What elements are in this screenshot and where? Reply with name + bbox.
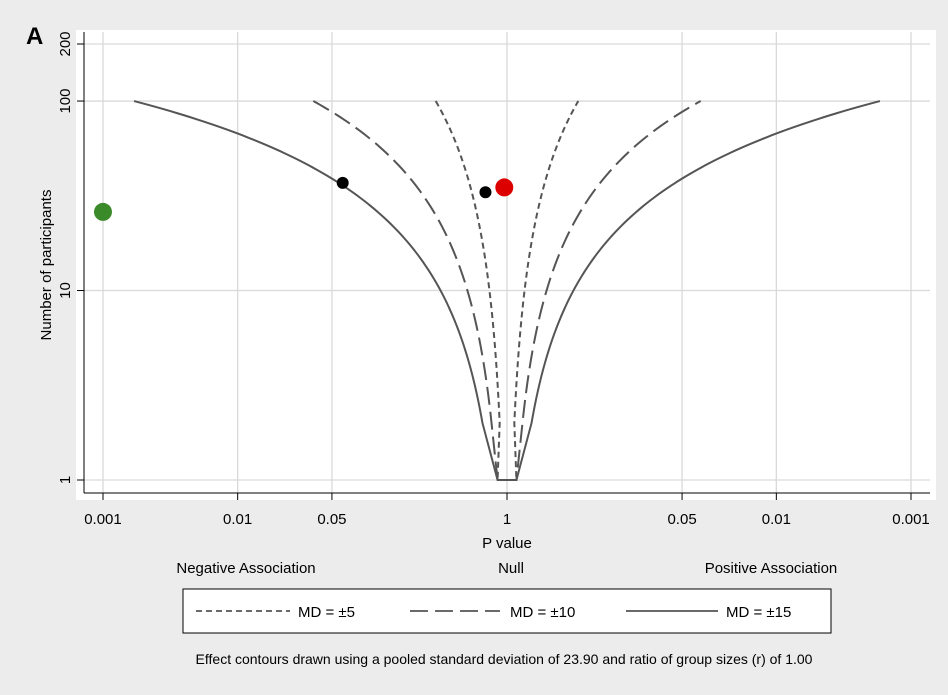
legend-box bbox=[182, 588, 832, 634]
data-point-green bbox=[93, 202, 112, 221]
contours bbox=[133, 100, 881, 481]
y-tick-label: 10 bbox=[57, 282, 74, 299]
legend-label-md10: MD = ±10 bbox=[510, 604, 575, 621]
contour-md-5 bbox=[434, 100, 580, 481]
direction-label-negative: Negative Association bbox=[176, 560, 315, 577]
caption: Effect contours drawn using a pooled sta… bbox=[196, 651, 813, 667]
direction-label-positive: Positive Association bbox=[705, 560, 838, 577]
y-axis-title: Number of participants bbox=[38, 190, 55, 341]
x-tick-label: 1 bbox=[503, 511, 511, 528]
y-tick-label: 1 bbox=[57, 476, 74, 484]
data-point-red bbox=[495, 178, 514, 197]
data-point-black bbox=[479, 186, 492, 199]
x-tick-label: 0.05 bbox=[317, 511, 346, 528]
x-tick-label: 0.01 bbox=[223, 511, 252, 528]
x-axis-title: P value bbox=[482, 535, 532, 552]
y-tick-label: 200 bbox=[57, 31, 74, 56]
axes: 0.001 0.01 0.05 1 0.05 0.01 0.001 1 10 100 200 bbox=[57, 31, 930, 528]
data-points bbox=[93, 176, 514, 221]
x-tick-label: 0.001 bbox=[84, 511, 122, 528]
legend-label-md5: MD = ±5 bbox=[298, 604, 355, 621]
data-point-black bbox=[336, 176, 349, 189]
x-tick-label: 0.001 bbox=[892, 511, 930, 528]
x-tick-label: 0.05 bbox=[667, 511, 696, 528]
y-tick-label: 100 bbox=[57, 89, 74, 114]
panel-label: A bbox=[26, 23, 43, 50]
contour-md-15 bbox=[133, 100, 881, 481]
plot-area bbox=[76, 30, 936, 500]
legend-label-md15: MD = ±15 bbox=[726, 604, 791, 621]
direction-label-null: Null bbox=[498, 560, 524, 577]
x-tick-label: 0.01 bbox=[762, 511, 791, 528]
legend: MD = ±5 MD = ±10 MD = ±15 bbox=[182, 588, 832, 634]
